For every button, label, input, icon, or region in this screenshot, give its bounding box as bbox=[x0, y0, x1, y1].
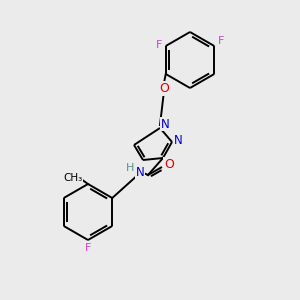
Text: N: N bbox=[136, 167, 144, 179]
Text: N: N bbox=[174, 134, 182, 148]
Text: H: H bbox=[126, 163, 134, 173]
Text: F: F bbox=[85, 243, 91, 253]
Text: F: F bbox=[218, 36, 224, 46]
Text: N: N bbox=[160, 118, 169, 130]
Text: O: O bbox=[164, 158, 174, 170]
Text: F: F bbox=[156, 40, 162, 50]
Text: O: O bbox=[159, 82, 169, 94]
Text: CH₃: CH₃ bbox=[63, 173, 82, 183]
